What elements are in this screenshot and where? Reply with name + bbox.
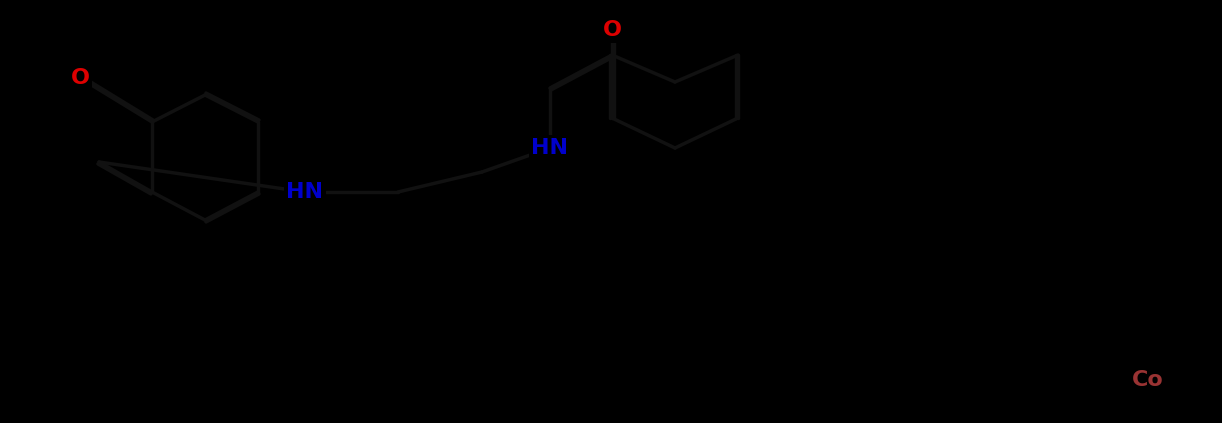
Text: HN: HN: [286, 182, 324, 202]
Text: O: O: [602, 20, 622, 40]
Text: O: O: [71, 68, 89, 88]
Text: Co: Co: [1132, 370, 1163, 390]
Text: HN: HN: [532, 138, 568, 158]
